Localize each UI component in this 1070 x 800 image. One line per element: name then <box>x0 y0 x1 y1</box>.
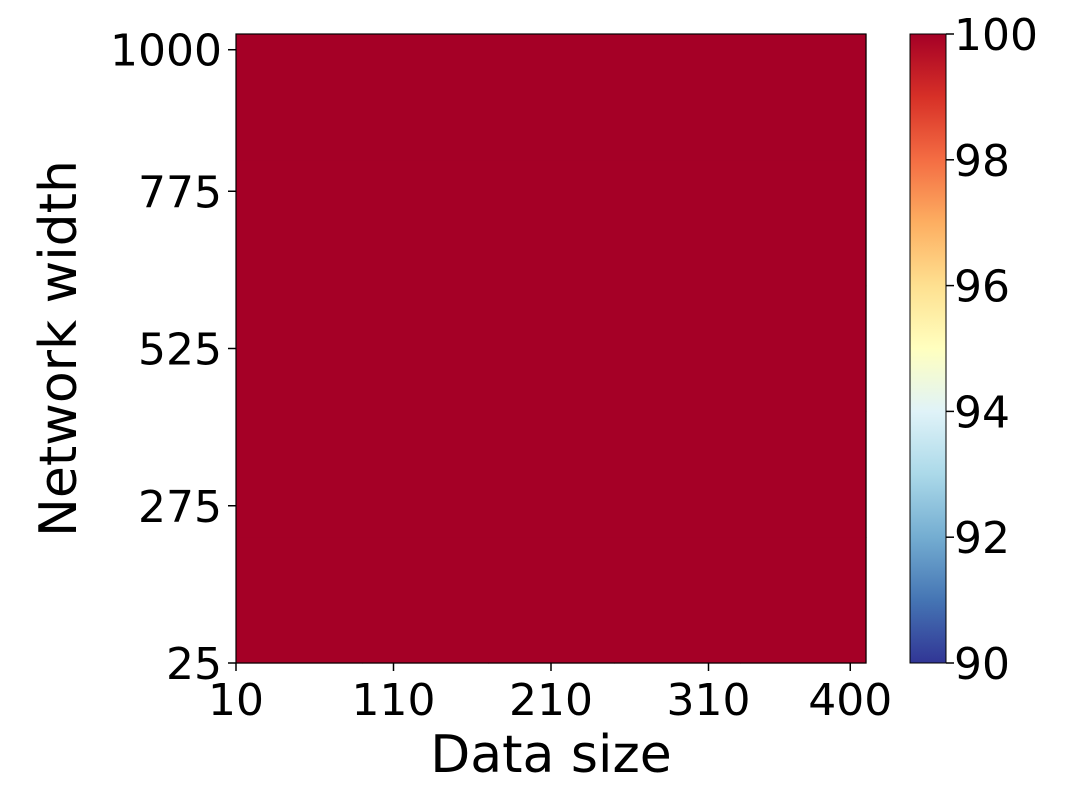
x-tick-label: 310 <box>667 675 751 726</box>
heatmap-cell <box>614 537 741 664</box>
heatmap-cell <box>740 285 867 412</box>
x-tick-label: 400 <box>808 675 892 726</box>
y-axis-ticks: 25 275 525 775 1000 <box>110 26 236 690</box>
heatmap-cell <box>236 537 363 664</box>
colorbar-tick-label: 94 <box>954 387 1010 438</box>
y-tick-label: 525 <box>138 325 222 376</box>
x-tick-label: 110 <box>352 675 436 726</box>
heatmap-cell <box>236 159 363 287</box>
colorbar-tick-label: 96 <box>954 262 1010 313</box>
y-axis-label: Network width <box>29 160 89 537</box>
heatmap-cell <box>236 285 363 412</box>
x-axis-ticks: 10 110 210 310 400 <box>208 663 892 726</box>
heatmap-cell <box>740 34 867 161</box>
colorbar-tick-label: 100 <box>954 10 1038 61</box>
heatmap-cell <box>488 411 615 538</box>
x-tick-label: 10 <box>208 675 264 726</box>
colorbar-tick-label: 90 <box>954 639 1010 690</box>
heatmap-cell <box>614 285 741 412</box>
x-tick-label: 210 <box>509 675 593 726</box>
heatmap-cell <box>614 411 741 538</box>
heatmap-cell <box>488 537 615 664</box>
x-axis-label: Data size <box>430 725 672 785</box>
colorbar-tick-label: 98 <box>954 136 1010 187</box>
y-tick-label: 275 <box>138 482 222 533</box>
heatmap-cell <box>614 34 741 161</box>
heatmap-cell <box>488 34 615 161</box>
heatmap-cell <box>740 537 867 664</box>
heatmap-cell <box>362 159 489 287</box>
heatmap-cell <box>362 537 489 664</box>
heatmap-cell <box>362 285 489 412</box>
heatmap-cell <box>488 159 615 287</box>
y-tick-label: 1000 <box>110 26 222 77</box>
colorbar-ticks: 90 92 94 96 98 100 <box>946 10 1038 690</box>
heatmap-cell <box>362 34 489 161</box>
heatmap-cell <box>740 411 867 538</box>
heatmap-cells <box>236 34 867 664</box>
heatmap-cell <box>236 411 363 538</box>
heatmap-cell <box>362 411 489 538</box>
colorbar-tick-label: 92 <box>954 513 1010 564</box>
heatmap-cell <box>236 34 363 161</box>
heatmap-cell <box>614 159 741 287</box>
colorbar <box>909 33 947 664</box>
heatmap-cell <box>488 285 615 412</box>
heatmap-cell <box>740 159 867 287</box>
y-tick-label: 25 <box>166 639 222 690</box>
y-tick-label: 775 <box>138 167 222 218</box>
